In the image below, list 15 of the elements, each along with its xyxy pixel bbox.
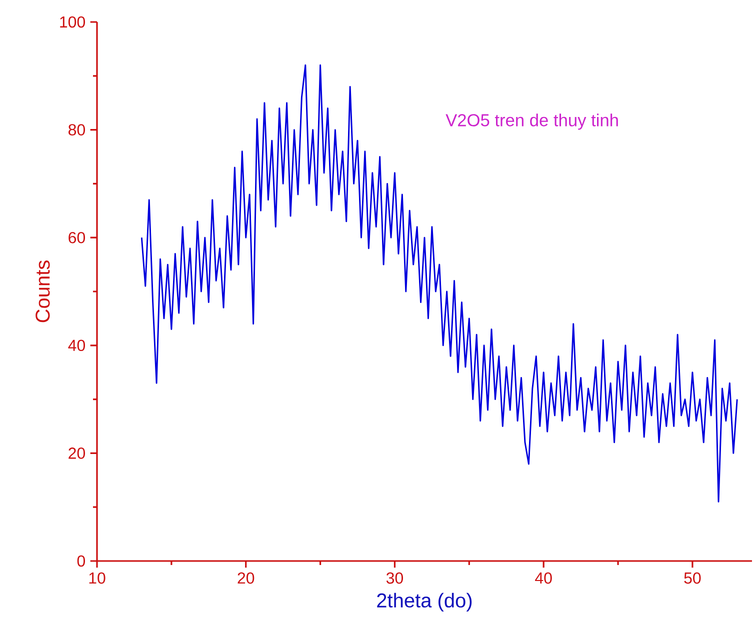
y-tick-label: 20 <box>68 448 85 459</box>
y-tick-label: 80 <box>68 124 85 136</box>
line-series <box>140 64 738 502</box>
x-axis-title: 2theta (do) <box>377 592 472 612</box>
y-axis-title: Counts <box>36 260 50 322</box>
x-tick-label: 10 <box>89 572 106 584</box>
x-tick-label: 30 <box>386 572 404 584</box>
text: V2O5 tren de thuy tinh <box>446 114 618 130</box>
y-tick-label: 60 <box>68 232 85 244</box>
x-tick-label: 20 <box>238 572 254 584</box>
y-tick-label: 40 <box>68 340 85 352</box>
y-tick-label: 0 <box>77 555 86 567</box>
x-tick-label: 40 <box>535 572 552 584</box>
y-tick-label: 100 <box>60 16 85 28</box>
x-tick-label: 50 <box>684 572 701 584</box>
